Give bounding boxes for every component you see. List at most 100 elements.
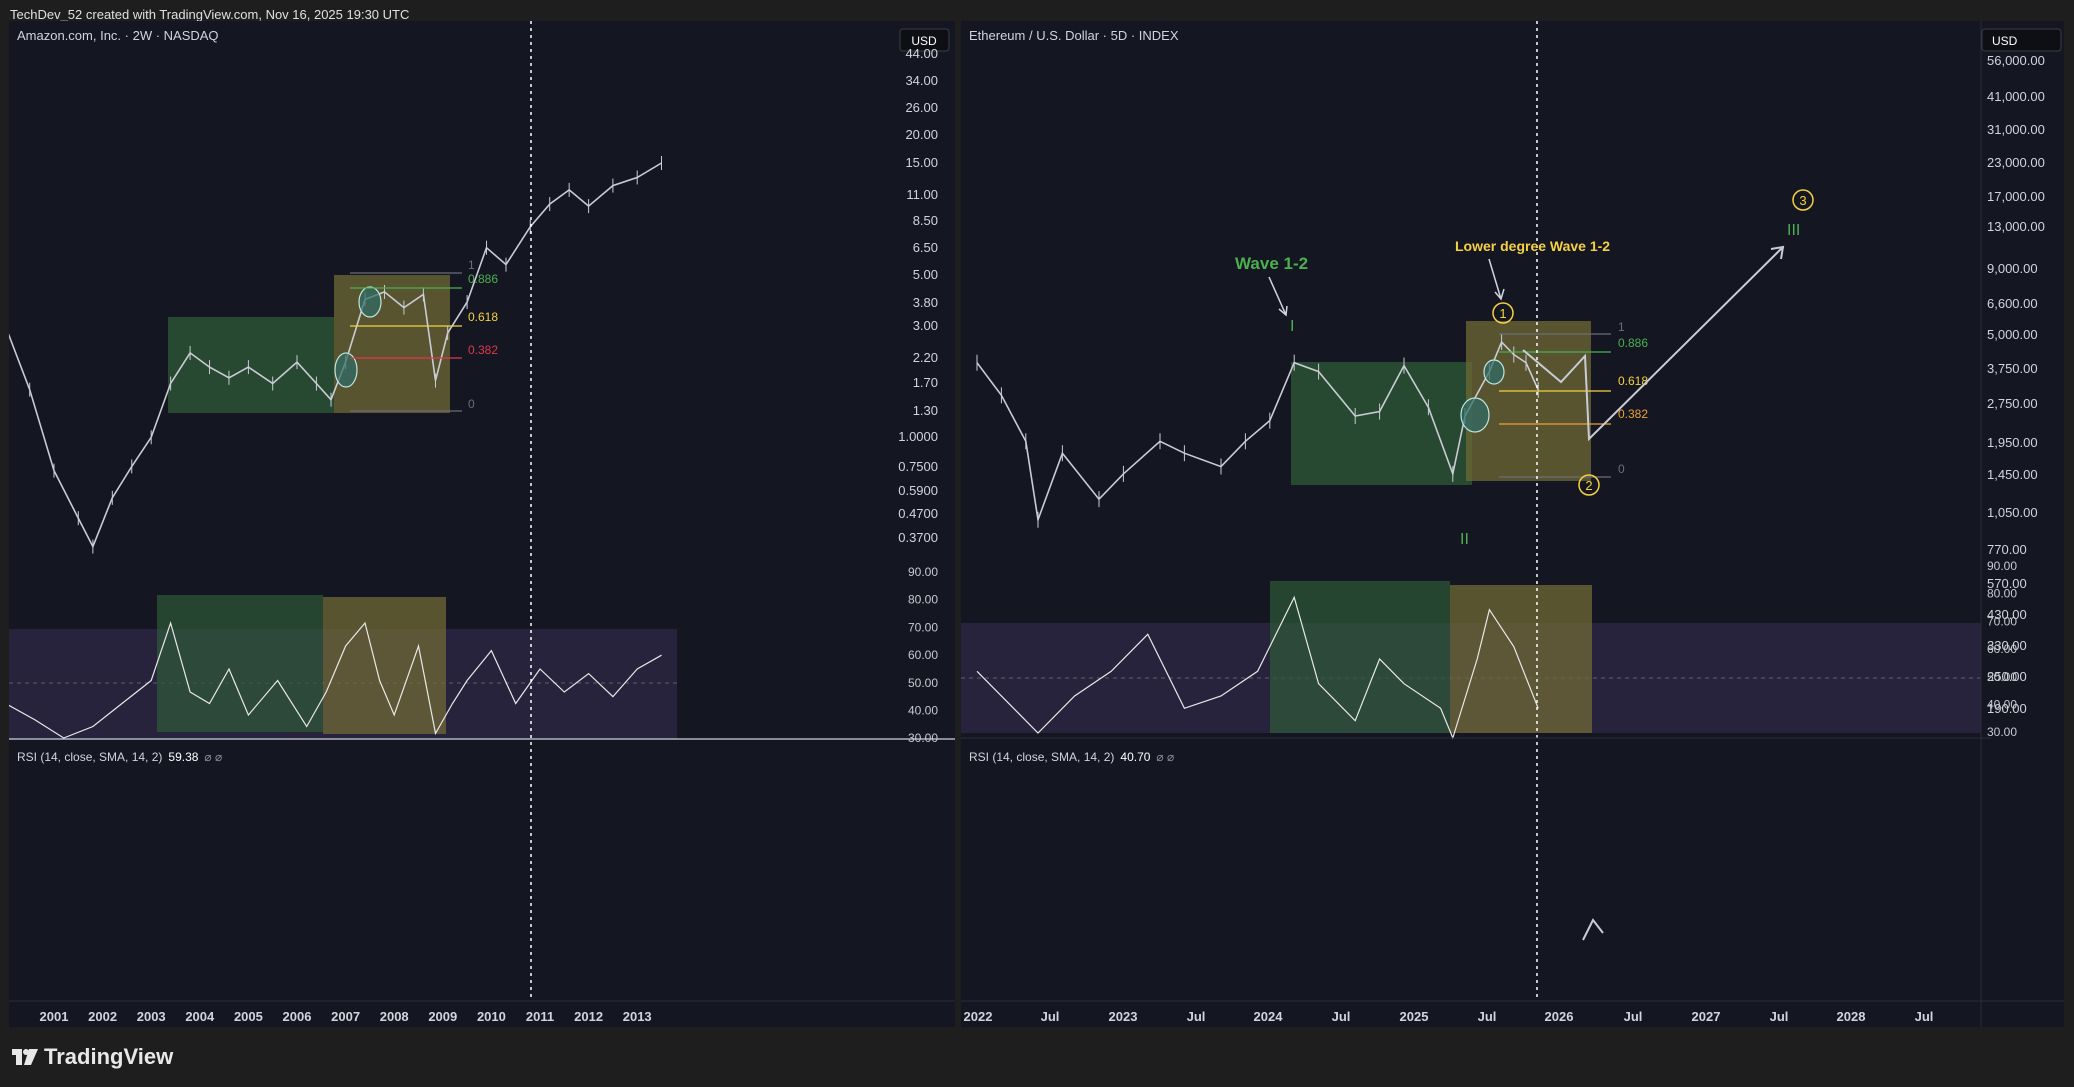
- right-ellipse-marker: [1483, 359, 1505, 385]
- right-price-series: [976, 334, 1539, 528]
- right-rsi-green-box[interactable]: [1270, 581, 1450, 733]
- right-price-tick: 56,000.00: [1987, 53, 2045, 68]
- left-rsi-tick: 90.00: [908, 565, 938, 579]
- right-rsi-title-text: RSI (14, close, SMA, 14, 2): [969, 750, 1114, 764]
- left-time-tick: 2003: [137, 1009, 166, 1024]
- left-time-tick: 2012: [574, 1009, 603, 1024]
- right-chart-title: Ethereum / U.S. Dollar · 5D · INDEX: [969, 28, 1179, 43]
- right-time-tick: Jul: [1770, 1009, 1789, 1024]
- left-chart-svg[interactable]: 10.886 0.618 0.382 0 Amazon.com, Inc. · 2W …: [9, 21, 955, 1027]
- right-chart-svg[interactable]: 1 0.886 0.618 0.382 0 Ethereum / U.S. Dollar…: [961, 21, 2064, 1027]
- right-time-tick: 2028: [1837, 1009, 1866, 1024]
- right-price-tick: 1,950.00: [1987, 435, 2038, 450]
- left-time-tick: 2013: [623, 1009, 652, 1024]
- projection-arrowhead: [1770, 245, 1785, 260]
- right-price-tick: 23,000.00: [1987, 155, 2045, 170]
- right-time-tick: Jul: [1187, 1009, 1206, 1024]
- right-price-axis: 56,000.00 41,000.00 31,000.00 23,000.00 17,0…: [1987, 53, 2045, 716]
- left-chart-title: Amazon.com, Inc. · 2W · NASDAQ: [17, 28, 219, 43]
- left-time-tick: 2005: [234, 1009, 263, 1024]
- left-rsi-icons: ⌀ ⌀: [204, 750, 222, 764]
- left-time-tick: 2007: [331, 1009, 360, 1024]
- left-chart-panel[interactable]: 1 0.886 0.618 0.382 0 Amazon.com, Inc. · 2W …: [9, 21, 955, 1027]
- left-price-tick: 44.00: [905, 46, 938, 61]
- wave-i-label: I: [1290, 318, 1294, 335]
- left-time-tick: 2009: [428, 1009, 457, 1024]
- right-yellow-box[interactable]: [1466, 321, 1591, 481]
- left-time-tick: 2002: [88, 1009, 117, 1024]
- left-rsi-tick: 50.00: [908, 676, 938, 690]
- right-time-tick: 2022: [964, 1009, 993, 1024]
- right-ellipse-marker: [1460, 397, 1490, 433]
- left-price-tick: 1.30: [913, 403, 938, 418]
- left-rsi-tick: 70.00: [908, 620, 938, 634]
- tradingview-logo-icon: [12, 1049, 38, 1065]
- rsi-projection-arrow: [1582, 918, 1604, 941]
- right-rsi-tick: 60.00: [1987, 642, 2017, 656]
- right-time-tick: 2026: [1545, 1009, 1574, 1024]
- left-rsi-yellow-box[interactable]: [323, 597, 446, 734]
- right-green-box[interactable]: [1291, 362, 1472, 485]
- left-fib-label: 0.382: [468, 343, 498, 357]
- right-rsi-value: 40.70: [1120, 750, 1150, 764]
- left-highlight-boxes: [9, 275, 677, 739]
- left-time-axis: 2001 2002 2003 2004 2005 2006 2007 2008 2009 2010…: [40, 1009, 652, 1024]
- right-time-tick: 2027: [1692, 1009, 1721, 1024]
- wave-1-2-label: Wave 1-2: [1235, 254, 1308, 273]
- left-currency-badge[interactable]: [899, 28, 950, 52]
- left-price-tick: 0.7500: [898, 459, 938, 474]
- right-time-tick: 2025: [1400, 1009, 1429, 1024]
- right-price-tick: 190.00: [1987, 701, 2027, 716]
- left-price-tick: 8.50: [913, 213, 938, 228]
- left-price-tick: 2.20: [913, 350, 938, 365]
- right-price-tick: 770.00: [1987, 542, 2027, 557]
- left-time-tick: 2010: [477, 1009, 506, 1024]
- right-chart-panel[interactable]: 1 0.886 0.618 0.382 0 Ethereum / U.S. Dollar…: [961, 21, 2064, 1027]
- right-price-tick: 31,000.00: [1987, 122, 2045, 137]
- projection-path: [1522, 246, 1784, 442]
- left-time-tick: 2001: [40, 1009, 69, 1024]
- left-price-axis: 44.00 34.00 26.00 20.00 15.00 11.00 8.50 6.50 5.…: [898, 46, 938, 545]
- left-ellipse-marker: [334, 352, 358, 388]
- wave-circle-3-label: 3: [1799, 193, 1806, 208]
- right-fib-levels: 1 0.886 0.618 0.382 0: [1499, 320, 1648, 478]
- left-rsi-value: 59.38: [168, 750, 198, 764]
- left-rsi-tick: 60.00: [908, 648, 938, 662]
- wave-1-2-arrow: [1268, 276, 1287, 316]
- left-rsi-line: [9, 620, 662, 739]
- left-fib-levels: 10.886 0.618 0.382 0: [350, 258, 498, 412]
- tradingview-logo[interactable]: TradingView: [12, 1044, 173, 1070]
- right-currency-label: USD: [1992, 34, 2018, 48]
- right-currency-badge[interactable]: [1981, 28, 2062, 52]
- left-rsi-tick: 30.00: [908, 731, 938, 745]
- left-green-box[interactable]: [168, 317, 334, 413]
- left-rsi-axis: 90.00 80.00 70.00 60.00 50.00 40.00 30.00: [908, 565, 938, 745]
- left-rsi-tick: 40.00: [908, 704, 938, 718]
- wave-circle-2-marker: [1578, 474, 1600, 496]
- left-time-tick: 2006: [283, 1009, 312, 1024]
- right-highlight-boxes: [961, 321, 1981, 733]
- left-rsi-title: RSI (14, close, SMA, 14, 2) 59.38 ⌀ ⌀: [17, 750, 222, 764]
- right-price-tick: 330.00: [1987, 638, 2027, 653]
- right-price-tick: 430.00: [1987, 607, 2027, 622]
- right-time-tick: Jul: [1624, 1009, 1643, 1024]
- left-rsi-tick: 80.00: [908, 593, 938, 607]
- right-price-tick: 570.00: [1987, 576, 2027, 591]
- right-rsi-yellow-box[interactable]: [1450, 585, 1592, 733]
- wave-iii-label: III: [1787, 222, 1800, 239]
- right-fib-label: 0.618: [1618, 374, 1648, 388]
- right-price-tick: 17,000.00: [1987, 189, 2045, 204]
- left-price-tick: 5.00: [913, 267, 938, 282]
- wave-circle-1-marker: [1492, 302, 1514, 324]
- tradingview-brand-text: TradingView: [44, 1044, 174, 1069]
- left-price-tick: 15.00: [905, 155, 938, 170]
- right-rsi-series: [976, 595, 1539, 740]
- chart-credit: TechDev_52 created with TradingView.com,…: [10, 7, 410, 22]
- right-time-tick: 2023: [1109, 1009, 1138, 1024]
- left-price-tick: 3.80: [913, 295, 938, 310]
- left-price-tick: 20.00: [905, 127, 938, 142]
- right-time-tick: Jul: [1478, 1009, 1497, 1024]
- right-price-tick: 1,450.00: [1987, 467, 2038, 482]
- right-rsi-tick: 70.00: [1987, 614, 2017, 628]
- left-price-tick: 34.00: [905, 73, 938, 88]
